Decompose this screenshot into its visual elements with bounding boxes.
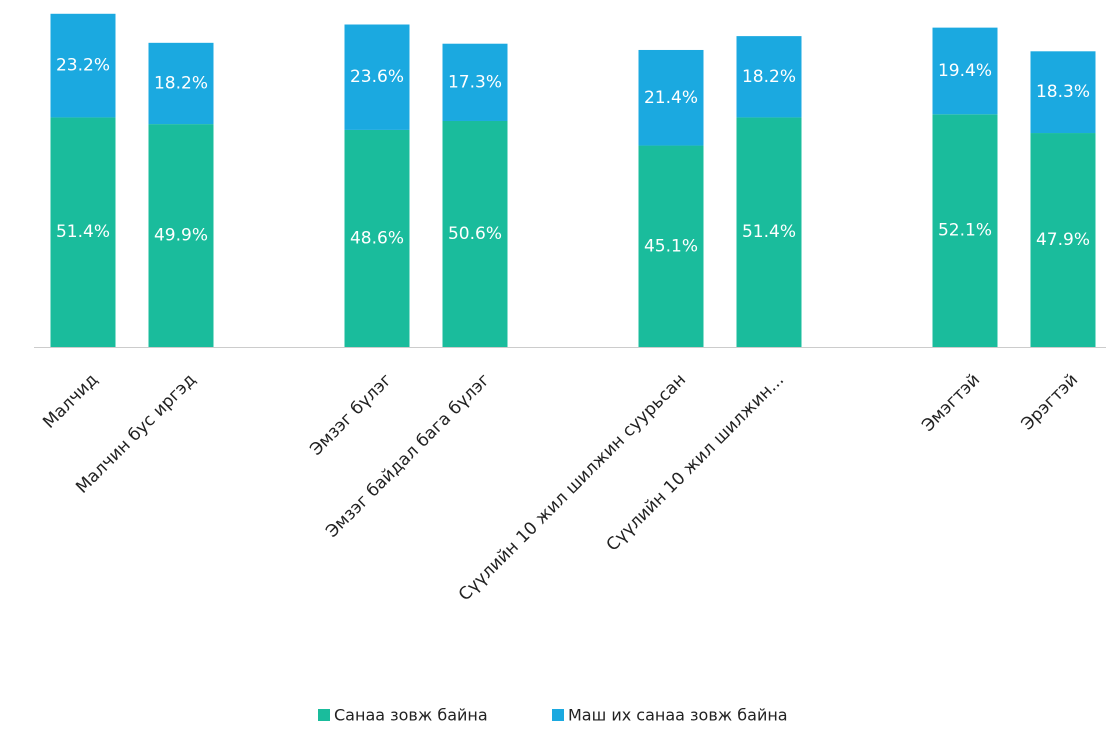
bar-segment xyxy=(344,24,410,130)
bar-segment xyxy=(148,124,214,347)
data-label: 18.2% xyxy=(154,73,208,93)
x-tick-label: Малчид xyxy=(39,370,102,433)
data-label: 52.1% xyxy=(938,221,992,241)
legend-swatch xyxy=(318,709,330,721)
legend-label: Санаа зовж байна xyxy=(334,706,488,725)
bar-segment xyxy=(736,117,802,347)
bar-segment xyxy=(932,114,998,347)
data-label: 21.4% xyxy=(644,88,698,108)
bar-segment xyxy=(344,129,410,347)
bar-segment xyxy=(638,145,704,347)
bar-segment xyxy=(736,36,802,118)
legend-label: Маш их санаа зовж байна xyxy=(568,706,788,725)
bar-segment xyxy=(1030,133,1096,347)
data-label: 23.6% xyxy=(350,67,404,87)
bar-segment xyxy=(1030,51,1096,134)
data-label: 50.6% xyxy=(448,224,502,244)
data-label: 47.9% xyxy=(1036,230,1090,250)
bar-segment xyxy=(442,120,508,347)
bar-segment xyxy=(638,49,704,146)
data-label: 51.4% xyxy=(56,222,110,242)
data-label: 51.4% xyxy=(742,222,796,242)
bar-segment xyxy=(148,42,214,125)
x-tick-label: Эрэгтэй xyxy=(1018,370,1083,435)
x-tick-label: Эмэгтэй xyxy=(918,370,984,436)
bar-segment xyxy=(932,27,998,115)
x-tick-label: Сүүлийн 10 жил шилжин... xyxy=(603,370,788,555)
bar-segment xyxy=(442,43,508,121)
data-label: 18.3% xyxy=(1036,82,1090,102)
x-tick-label: Сүүлийн 10 жил шилжин суурьсан xyxy=(455,370,690,605)
bar-segment xyxy=(50,13,116,118)
x-tick-label: Эмзэг байдал бага бүлэг xyxy=(322,370,494,542)
data-label: 18.2% xyxy=(742,67,796,87)
bar-segment xyxy=(50,117,116,347)
data-label: 49.9% xyxy=(154,226,208,246)
data-label: 45.1% xyxy=(644,236,698,256)
legend-swatch xyxy=(552,709,564,721)
data-label: 48.6% xyxy=(350,228,404,248)
data-label: 23.2% xyxy=(56,56,110,76)
data-label: 19.4% xyxy=(938,61,992,81)
x-tick-label: Эмзэг бүлэг xyxy=(306,370,396,460)
data-label: 17.3% xyxy=(448,72,502,92)
